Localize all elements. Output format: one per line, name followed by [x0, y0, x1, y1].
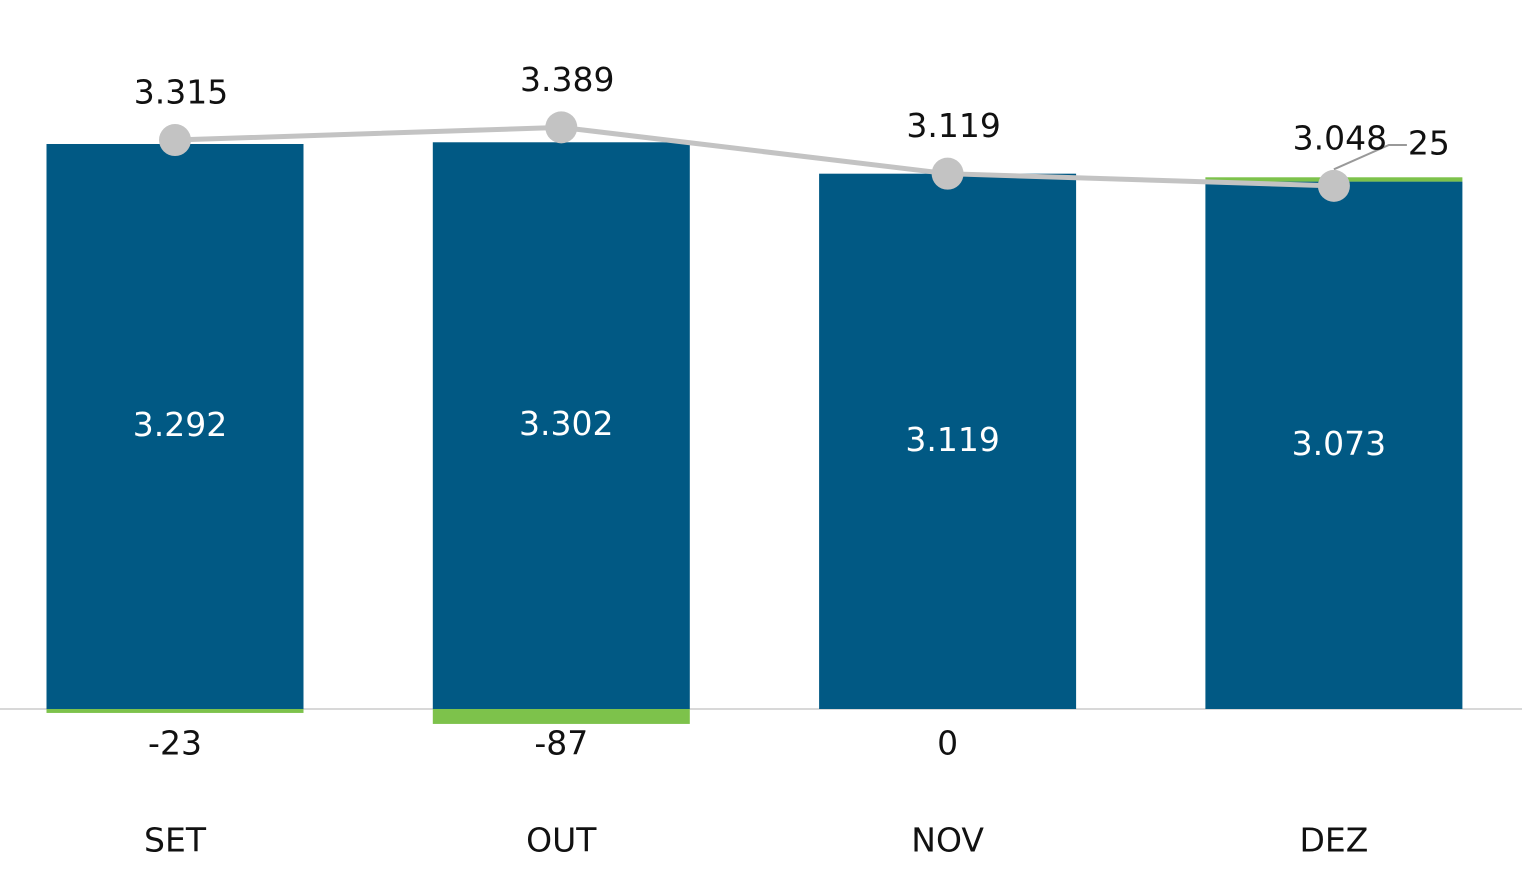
- x-tick-label: NOV: [911, 821, 984, 860]
- x-tick-label: DEZ: [1299, 821, 1368, 860]
- line-point: [1317, 169, 1350, 202]
- line-value-label: 3.048: [1293, 118, 1387, 157]
- bar-value-label: 3.119: [905, 420, 999, 459]
- bar-value-label: 3.073: [1292, 424, 1386, 463]
- bar: [46, 143, 304, 709]
- delta-value-label: -23: [148, 724, 202, 763]
- line: [174, 124, 1334, 189]
- line-value-label: 3.315: [134, 73, 228, 112]
- delta-value-label: 25: [1408, 124, 1450, 163]
- x-tick-label: SET: [144, 821, 207, 860]
- line-value-label: 3.119: [906, 106, 1000, 145]
- line-point: [931, 157, 964, 190]
- bar: [432, 142, 690, 709]
- bar: [1205, 181, 1463, 709]
- line-point: [545, 111, 578, 144]
- line-point: [159, 124, 191, 157]
- line-value-label: 3.389: [520, 60, 614, 99]
- bar-value-label: 3.302: [519, 404, 613, 443]
- bar: [46, 708, 304, 713]
- delta-value-label: 0: [937, 724, 958, 763]
- delta-value-label: -87: [534, 724, 588, 763]
- bar: [819, 173, 1077, 709]
- bar-value-label: 3.292: [133, 405, 227, 444]
- x-tick-label: OUT: [526, 821, 597, 860]
- bar: [432, 708, 690, 724]
- leader-line: [1333, 144, 1407, 171]
